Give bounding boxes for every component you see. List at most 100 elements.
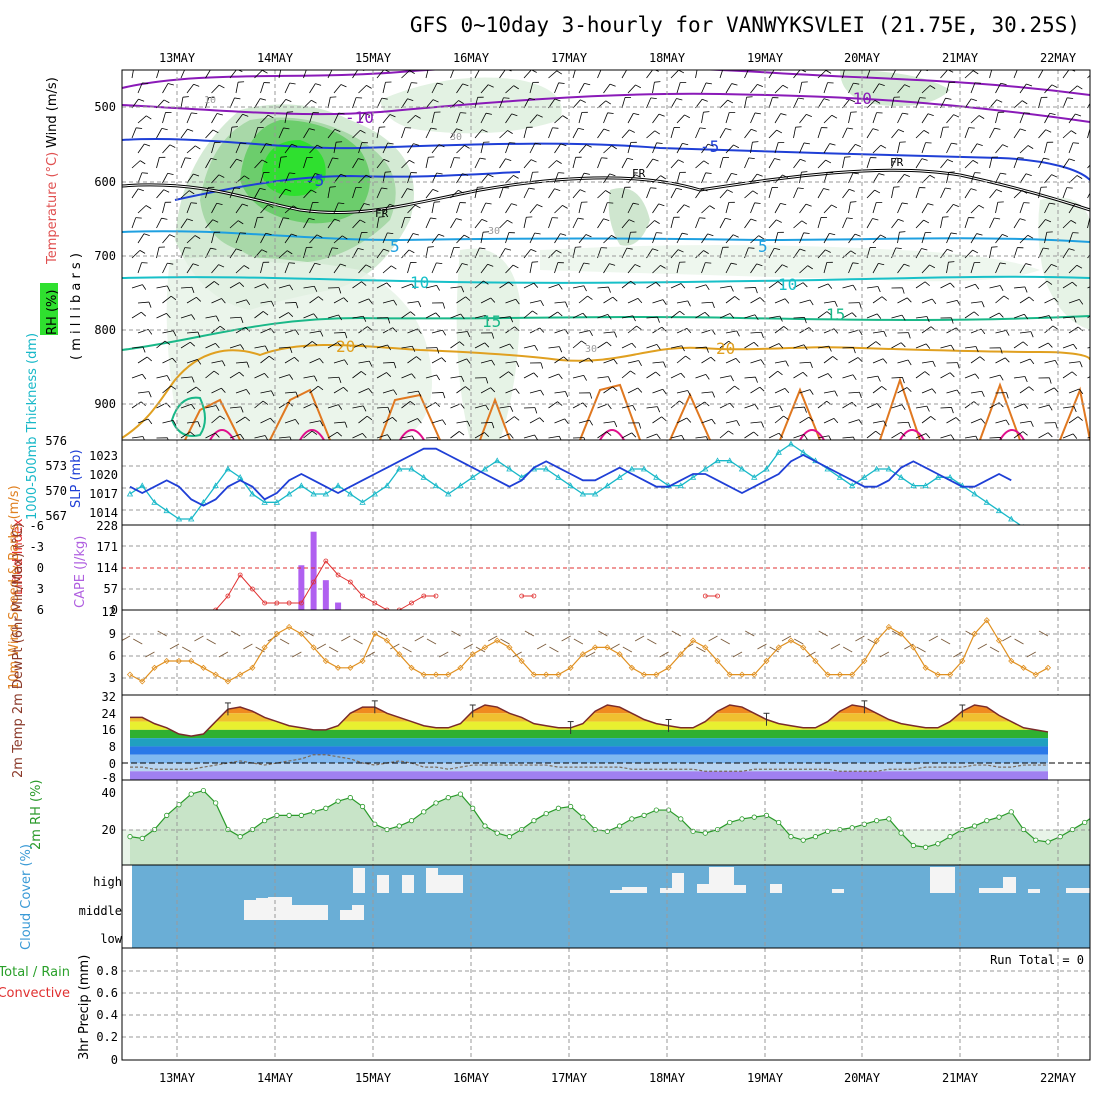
wind-speed-point <box>506 644 513 651</box>
wind-barb <box>450 341 460 349</box>
wind-barb-flag <box>410 311 416 316</box>
wind-barb <box>891 97 895 109</box>
wind-barb-flag <box>803 232 810 234</box>
rh-point <box>359 803 366 810</box>
wind-barb <box>180 157 186 169</box>
wind-barb <box>480 202 487 214</box>
wind-barb <box>627 113 634 124</box>
wind-barb-flag <box>1077 85 1083 90</box>
rh-point <box>213 800 219 806</box>
wind-barb-flag <box>898 129 905 133</box>
ylabel-millibars: ( m i l l i b a r s ) <box>69 253 84 360</box>
wind-barb-flag <box>242 203 249 207</box>
wind-barb <box>670 98 677 109</box>
wind-barb <box>352 432 363 439</box>
wind-barb-flag <box>1053 387 1059 393</box>
wind-barb-10m <box>940 638 951 645</box>
wind-barb-flag <box>655 371 661 377</box>
wind-barb <box>719 99 728 109</box>
wind-barb-flag <box>364 113 371 116</box>
wind-barb <box>823 82 828 94</box>
wind-barb-flag <box>782 84 789 89</box>
wind-barb-flag <box>759 297 765 302</box>
rh-plot <box>122 787 1090 865</box>
wind-barb <box>1019 83 1027 94</box>
wind-barb-10m <box>377 630 388 637</box>
wind-barb-flag <box>757 83 763 87</box>
wind-barb <box>750 235 759 244</box>
wind-barb-flag <box>650 97 657 100</box>
wind-barb <box>695 70 698 79</box>
wind-barb-flag <box>800 70 807 73</box>
wind-barb <box>205 315 217 319</box>
wind-barb <box>303 430 313 439</box>
wind-barb <box>254 188 261 199</box>
wind-barb-flag <box>859 302 862 309</box>
wind-barb-flag <box>456 128 463 131</box>
wind-barb <box>627 203 634 214</box>
wind-barb-flag <box>384 70 390 73</box>
wind-barb <box>676 262 680 274</box>
wind-barb-flag <box>755 376 758 383</box>
wind-barb-flag <box>509 343 514 350</box>
wind-barb <box>358 388 369 394</box>
wind-barb <box>701 112 704 124</box>
temp-tick: 8 <box>109 740 116 754</box>
wind-barb <box>1038 432 1049 439</box>
wind-barb-flag <box>899 231 906 233</box>
wind-barb <box>137 356 148 364</box>
wind-barb-flag <box>661 416 667 422</box>
wind-barb <box>1044 142 1048 154</box>
wind-barb-flag <box>728 430 734 435</box>
wind-barb <box>327 404 339 409</box>
wind-barb-flag <box>310 189 317 194</box>
wind-barb <box>603 173 610 184</box>
wind-barb-flag <box>246 299 251 306</box>
wind-barb <box>205 370 215 379</box>
wind-barb-flag <box>948 261 955 263</box>
wind-barb-flag <box>677 249 684 253</box>
wind-barb <box>1068 85 1078 94</box>
wind-barb-flag <box>221 387 226 393</box>
wind-barb <box>333 202 339 214</box>
wind-barb <box>799 172 802 184</box>
wind-barb-flag <box>313 313 318 319</box>
wind-barb <box>131 373 143 379</box>
legend-total-rain: Total / Rain <box>0 965 70 980</box>
wind-barb-flag <box>902 112 909 115</box>
wind-barb-10m <box>487 635 498 642</box>
wind-barb <box>921 113 929 124</box>
wind-barb <box>1013 190 1023 199</box>
wind-barb-flag <box>852 262 859 264</box>
wind-barb-flag <box>1079 361 1083 368</box>
wind-barb <box>401 311 411 319</box>
wind-barb-flag <box>926 405 930 412</box>
thickness-point <box>359 499 366 505</box>
wind-barb-flag <box>699 217 706 219</box>
wind-barb-flag <box>853 347 856 354</box>
wind-barb <box>333 142 337 154</box>
wind-barb <box>284 356 295 364</box>
wind-barb <box>940 70 948 79</box>
wind-barb <box>964 346 976 349</box>
wind-barb-flag <box>609 173 616 177</box>
wind-barb <box>768 343 780 349</box>
wind-barb <box>1087 347 1090 349</box>
wind-barb-flag <box>631 342 637 348</box>
wind-barb-flag <box>487 263 494 267</box>
wind-barb-flag <box>261 159 268 164</box>
wind-barb <box>970 390 982 394</box>
wind-barb-10m <box>818 630 828 637</box>
wind-barb <box>235 82 239 94</box>
wind-barb <box>1068 388 1080 394</box>
wind-barb-flag <box>344 421 348 428</box>
wind-speed-point <box>518 657 525 665</box>
cloud-block <box>979 888 1003 893</box>
wind-barb-flag <box>530 248 537 252</box>
wind-barb <box>303 70 307 79</box>
wind-barb-flag <box>829 232 836 236</box>
wind-barb-10m <box>585 651 596 658</box>
wind-barb <box>186 173 194 184</box>
temp-tick: 0 <box>109 757 116 771</box>
wind-barb-flag <box>191 314 196 320</box>
